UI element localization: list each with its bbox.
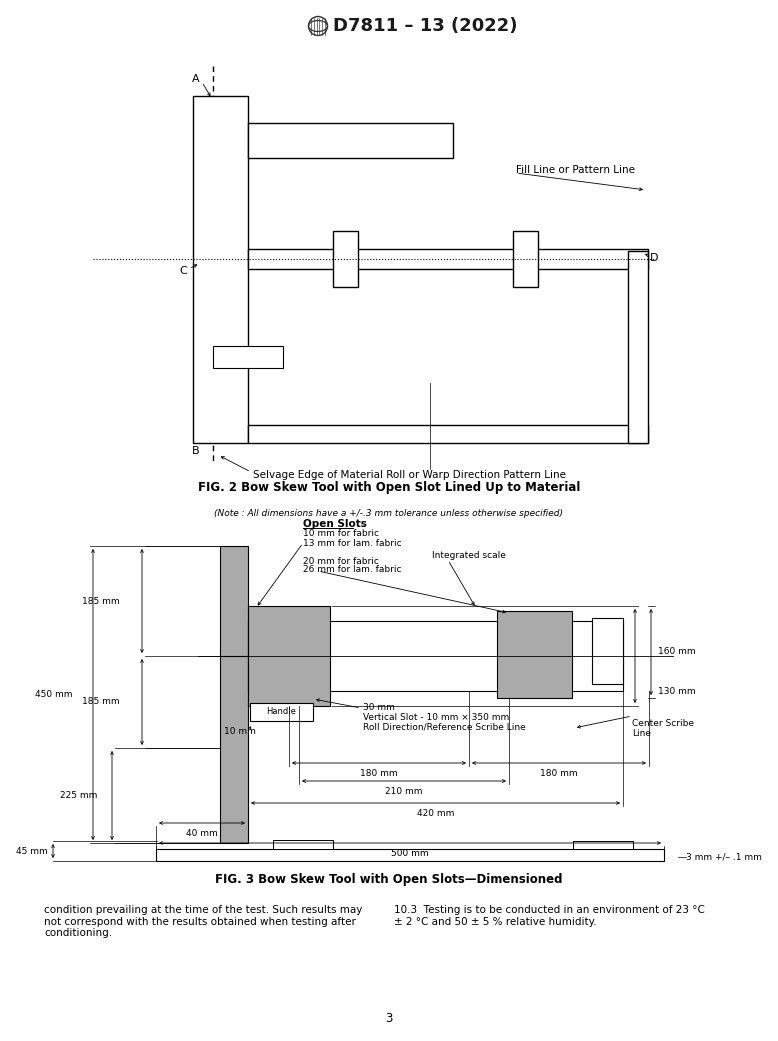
Text: 185 mm: 185 mm <box>82 697 120 707</box>
Text: Integrated scale: Integrated scale <box>432 552 506 560</box>
Bar <box>220 545 248 843</box>
Bar <box>592 618 623 684</box>
Text: 20 mm for fabric: 20 mm for fabric <box>303 557 379 565</box>
Text: Vertical Slot - 10 mm × 350 mm: Vertical Slot - 10 mm × 350 mm <box>363 713 510 722</box>
Text: 45 mm: 45 mm <box>16 846 48 856</box>
Bar <box>248 123 453 158</box>
Bar <box>193 96 248 443</box>
Text: Fill Line or Pattern Line: Fill Line or Pattern Line <box>516 166 635 175</box>
Text: 26 mm for lam. fabric: 26 mm for lam. fabric <box>303 565 401 575</box>
Text: 225 mm: 225 mm <box>60 791 97 799</box>
Bar <box>248 249 648 269</box>
Bar <box>513 231 538 287</box>
Bar <box>573 841 633 849</box>
Text: Roll Direction/Reference Scribe Line: Roll Direction/Reference Scribe Line <box>363 722 526 732</box>
Bar <box>248 425 648 443</box>
Text: Open Slots: Open Slots <box>303 519 367 529</box>
Text: 160 mm: 160 mm <box>658 648 696 657</box>
Text: 3: 3 <box>385 1012 393 1024</box>
Text: A: A <box>192 74 200 84</box>
Text: 185 mm: 185 mm <box>82 596 120 606</box>
Text: 180 mm: 180 mm <box>360 769 398 778</box>
Bar <box>250 703 313 721</box>
Text: D7811 – 13 (2022): D7811 – 13 (2022) <box>333 17 517 35</box>
Bar <box>156 849 664 861</box>
Text: 40 mm: 40 mm <box>186 829 218 838</box>
Text: 500 mm: 500 mm <box>391 849 429 858</box>
Text: 10 mm for fabric: 10 mm for fabric <box>303 530 379 538</box>
Text: Selvage Edge of Material Roll or Warp Direction Pattern Line: Selvage Edge of Material Roll or Warp Di… <box>253 469 566 480</box>
Text: 180 mm: 180 mm <box>540 769 578 778</box>
Text: 10.3  Testing is to be conducted in an environment of 23 °C
± 2 °C and 50 ± 5 % : 10.3 Testing is to be conducted in an en… <box>394 905 705 926</box>
Text: Handle: Handle <box>267 708 296 716</box>
Text: 3 mm +/– .1 mm: 3 mm +/– .1 mm <box>686 853 762 862</box>
Text: FIG. 2 Bow Skew Tool with Open Slot Lined Up to Material: FIG. 2 Bow Skew Tool with Open Slot Line… <box>198 482 580 494</box>
Bar <box>213 346 283 369</box>
Text: 10 mm: 10 mm <box>224 728 256 736</box>
Bar <box>248 621 623 691</box>
Text: 30 mm: 30 mm <box>363 704 395 712</box>
Text: 13 mm for lam. fabric: 13 mm for lam. fabric <box>303 538 401 548</box>
Text: 130 mm: 130 mm <box>658 686 696 695</box>
Text: (Note : All dimensions have a +/-.3 mm tolerance unless otherwise specified): (Note : All dimensions have a +/-.3 mm t… <box>215 509 563 518</box>
Bar <box>497 611 572 699</box>
Text: D: D <box>650 253 658 263</box>
Bar <box>248 606 330 706</box>
Bar <box>273 840 333 849</box>
Text: 420 mm: 420 mm <box>417 809 454 818</box>
Text: 210 mm: 210 mm <box>385 787 422 796</box>
Text: condition prevailing at the time of the test. Such results may
not correspond wi: condition prevailing at the time of the … <box>44 905 363 938</box>
Text: Center Scribe
Line: Center Scribe Line <box>632 719 694 738</box>
Bar <box>628 251 648 443</box>
Bar <box>333 231 358 287</box>
Text: FIG. 3 Bow Skew Tool with Open Slots—Dimensioned: FIG. 3 Bow Skew Tool with Open Slots—Dim… <box>216 872 562 886</box>
Text: 450 mm: 450 mm <box>36 690 73 699</box>
Text: C: C <box>179 266 187 276</box>
Text: B: B <box>192 446 200 456</box>
